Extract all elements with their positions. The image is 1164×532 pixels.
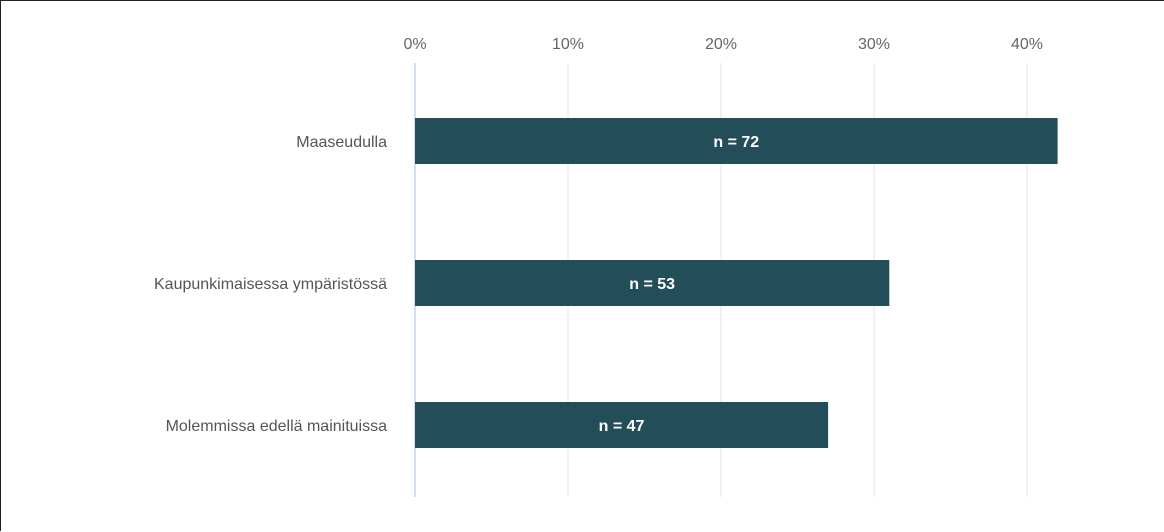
x-tick-label: 0% (403, 36, 426, 53)
x-tick-label: 10% (552, 36, 584, 53)
category-label: Maaseudulla (296, 134, 387, 151)
x-tick-label: 40% (1011, 36, 1043, 53)
x-tick-label: 30% (858, 36, 890, 53)
bar-data-label: n = 72 (713, 134, 759, 151)
category-labels: Maaseudulla Kaupunkimaisessa ympäristössä… (154, 134, 387, 435)
x-tick-label: 20% (705, 36, 737, 53)
bar-data-label: n = 53 (629, 276, 675, 293)
x-axis-ticks: 0%10%20%30%40%50% (403, 36, 1164, 53)
bar-data-label: n = 47 (599, 418, 645, 435)
category-label: Molemmissa edellä mainituissa (166, 418, 388, 435)
category-label: Kaupunkimaisessa ympäristössä (154, 276, 387, 293)
bars (415, 118, 1058, 448)
